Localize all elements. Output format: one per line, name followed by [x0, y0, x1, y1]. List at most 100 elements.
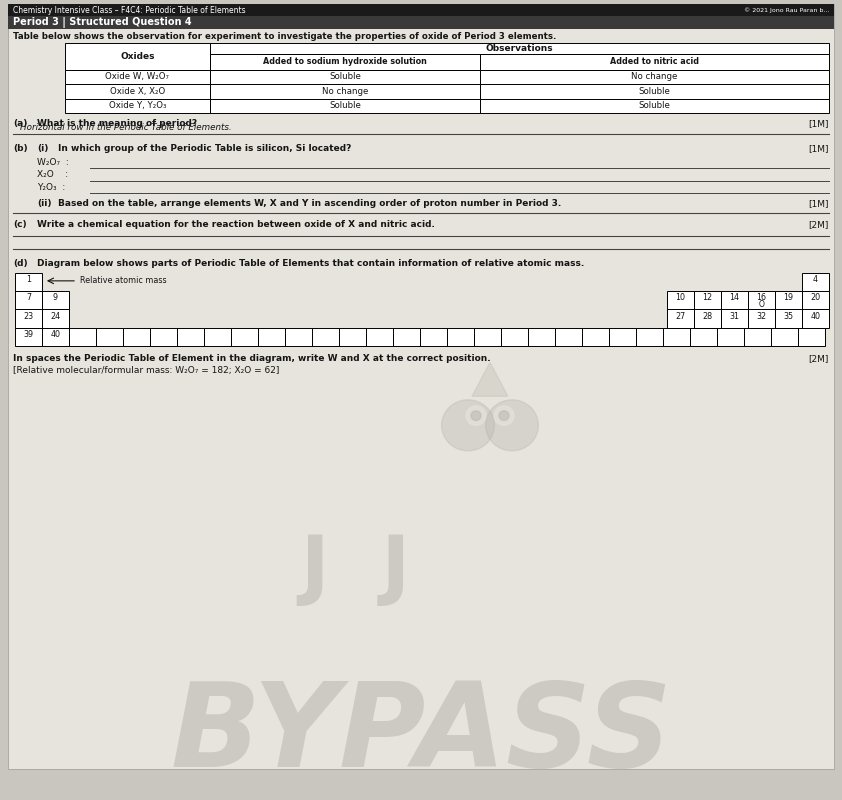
Text: BYPASS: BYPASS — [170, 677, 672, 792]
Text: Y₂O₃  :: Y₂O₃ : — [37, 182, 65, 192]
Bar — [528, 328, 555, 346]
Bar — [393, 328, 420, 346]
Bar — [210, 54, 480, 70]
Bar — [802, 291, 829, 310]
Text: Added to nitric acid: Added to nitric acid — [610, 58, 699, 66]
Bar — [150, 328, 177, 346]
Text: O: O — [759, 300, 765, 309]
Text: (ii): (ii) — [37, 199, 51, 208]
Text: What is the meaning of period?: What is the meaning of period? — [37, 119, 197, 128]
Text: No change: No change — [632, 72, 678, 82]
Circle shape — [471, 411, 481, 421]
Text: Soluble: Soluble — [638, 102, 670, 110]
Text: Write a chemical equation for the reaction between oxide of X and nitric acid.: Write a chemical equation for the reacti… — [37, 220, 434, 230]
Bar — [65, 70, 210, 84]
Bar — [285, 328, 312, 346]
Text: Oxides: Oxides — [120, 51, 155, 61]
Text: Oxide W, W₂O₇: Oxide W, W₂O₇ — [105, 72, 169, 82]
Bar — [447, 328, 474, 346]
Bar — [42, 291, 69, 310]
Bar — [802, 310, 829, 328]
Bar — [15, 291, 42, 310]
Bar — [42, 328, 69, 346]
Text: In spaces the Periodic Table of Element in the diagram, write W and X at the cor: In spaces the Periodic Table of Element … — [13, 354, 491, 362]
Text: (d): (d) — [13, 259, 28, 268]
Text: 1: 1 — [26, 275, 31, 284]
Text: (c): (c) — [13, 220, 27, 230]
Polygon shape — [472, 362, 508, 396]
Bar — [771, 328, 798, 346]
Text: 20: 20 — [811, 294, 821, 302]
Bar — [775, 291, 802, 310]
Bar — [798, 328, 825, 346]
Text: Observations: Observations — [486, 44, 553, 53]
Bar — [721, 310, 748, 328]
Bar — [210, 42, 829, 54]
Bar — [96, 328, 123, 346]
Text: [1M]: [1M] — [808, 199, 829, 208]
Text: 9: 9 — [53, 294, 58, 302]
Text: Diagram below shows parts of Periodic Table of Elements that contain information: Diagram below shows parts of Periodic Ta… — [37, 259, 584, 268]
Bar — [748, 310, 775, 328]
Circle shape — [466, 406, 486, 426]
Bar — [775, 310, 802, 328]
Text: 40: 40 — [811, 312, 820, 321]
Bar — [210, 84, 480, 98]
Bar — [69, 328, 96, 346]
Text: Chemistry Intensive Class – F4C4: Periodic Table of Elements: Chemistry Intensive Class – F4C4: Period… — [13, 6, 246, 14]
Text: 10: 10 — [675, 294, 685, 302]
Text: 7: 7 — [26, 294, 31, 302]
Text: [1M]: [1M] — [808, 119, 829, 128]
Bar — [690, 328, 717, 346]
Bar — [65, 42, 210, 70]
Text: 28: 28 — [702, 312, 712, 321]
Text: 12: 12 — [702, 294, 712, 302]
Bar — [663, 328, 690, 346]
Text: 23: 23 — [24, 312, 34, 321]
Bar — [667, 310, 694, 328]
Bar — [231, 328, 258, 346]
Bar — [667, 291, 694, 310]
Text: [2M]: [2M] — [808, 354, 829, 362]
Text: Oxide Y, Y₂O₃: Oxide Y, Y₂O₃ — [109, 102, 166, 110]
Text: W₂O₇  :: W₂O₇ : — [37, 158, 69, 166]
Bar — [312, 328, 339, 346]
Text: 32: 32 — [756, 312, 766, 321]
Text: 40: 40 — [51, 330, 61, 339]
Text: In which group of the Periodic Table is silicon, Si located?: In which group of the Periodic Table is … — [58, 144, 351, 153]
Bar — [480, 70, 829, 84]
Text: 16: 16 — [756, 294, 766, 302]
Bar — [501, 328, 528, 346]
Bar — [694, 291, 721, 310]
Bar — [582, 328, 609, 346]
Bar — [748, 291, 775, 310]
Text: 31: 31 — [729, 312, 739, 321]
Circle shape — [441, 400, 494, 451]
Bar — [366, 328, 393, 346]
Circle shape — [486, 400, 538, 451]
Text: Based on the table, arrange elements W, X and Y in ascending order of proton num: Based on the table, arrange elements W, … — [58, 199, 562, 208]
Text: Soluble: Soluble — [638, 87, 670, 96]
Text: J  J: J J — [300, 534, 410, 607]
Text: [2M]: [2M] — [808, 220, 829, 230]
Bar — [258, 328, 285, 346]
Bar — [8, 17, 834, 29]
Text: 19: 19 — [783, 294, 793, 302]
Bar — [636, 328, 663, 346]
Text: (a): (a) — [13, 119, 28, 128]
Bar — [744, 328, 771, 346]
Bar — [555, 328, 582, 346]
Text: Table below shows the observation for experiment to investigate the properties o: Table below shows the observation for ex… — [13, 32, 557, 41]
Text: (i): (i) — [37, 144, 48, 153]
Text: Relative atomic mass: Relative atomic mass — [80, 276, 167, 286]
Text: 4: 4 — [813, 275, 818, 284]
Text: 35: 35 — [783, 312, 793, 321]
Text: (b): (b) — [13, 144, 28, 153]
Text: Oxide X, X₂O: Oxide X, X₂O — [109, 87, 165, 96]
Bar — [42, 310, 69, 328]
Bar — [177, 328, 204, 346]
Text: Soluble: Soluble — [329, 72, 361, 82]
Bar — [210, 70, 480, 84]
Bar — [204, 328, 231, 346]
Bar — [123, 328, 150, 346]
